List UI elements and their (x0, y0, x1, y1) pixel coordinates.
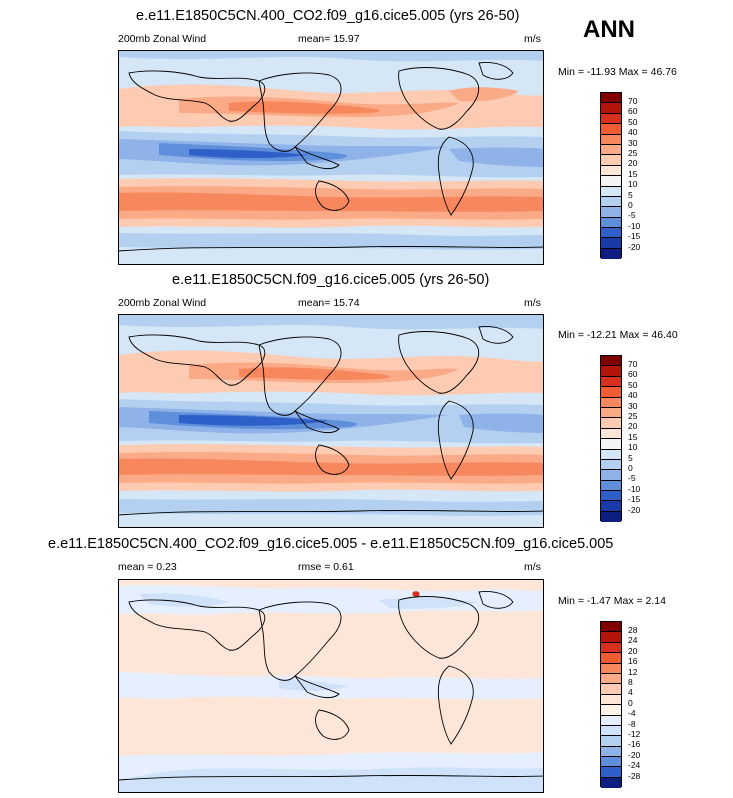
panel3-tick: 8 (628, 677, 633, 687)
panel1-tick: -15 (628, 231, 641, 242)
panel3-tick: 28 (628, 625, 638, 635)
panel1-tick: 60 (628, 106, 638, 117)
panel1-tick: 70 (628, 96, 638, 106)
panel3-tick: -24 (628, 760, 641, 771)
panel1-units-label: m/s (524, 33, 541, 45)
panel3-colorbar (600, 621, 622, 789)
panel3-tick: -8 (628, 718, 636, 729)
panel3-tick: -16 (628, 739, 641, 750)
panel3-title: e.e11.E1850C5CN.400_CO2.f09_g16.cice5.00… (48, 536, 614, 552)
panel1-tick: -5 (628, 210, 636, 221)
panel3-tick: 20 (628, 645, 638, 656)
panel1-tick: 30 (628, 137, 638, 148)
panel2-tick: 60 (628, 369, 638, 380)
panel1-minmax-label: Min = -11.93 Max = 46.76 (558, 66, 677, 78)
panel2-map (118, 314, 544, 528)
panel3-mean-label: mean = 0.23 (118, 561, 177, 573)
panel1-colorbar (600, 92, 622, 260)
season-label: ANN (583, 16, 635, 43)
panel3-tick: 16 (628, 656, 638, 667)
panel2-tick: 5 (628, 452, 633, 463)
panel2-tick: 0 (628, 463, 633, 473)
panel1-map (118, 50, 544, 265)
panel3-tick: 4 (628, 687, 633, 698)
panel1-tick: -10 (628, 220, 641, 231)
panel2-mean-label: mean= 15.74 (298, 297, 360, 309)
panel2-tick: -5 (628, 473, 636, 484)
panel3-minmax-label: Min = -1.47 Max = 2.14 (558, 595, 666, 607)
panel2-tick: 40 (628, 390, 638, 401)
panel3-tick: -12 (628, 729, 641, 739)
panel1-tick: 40 (628, 127, 638, 138)
panel1-tick: 50 (628, 116, 638, 127)
panel1-title: e.e11.E1850C5CN.400_CO2.f09_g16.cice5.00… (136, 8, 520, 24)
panel2-tick: -20 (628, 504, 641, 515)
panel3-tick: 0 (628, 697, 633, 708)
panel2-tick: 15 (628, 431, 638, 442)
panel2-tick: 30 (628, 400, 638, 411)
panel3-tick: -20 (628, 749, 641, 760)
panel2-units-label: m/s (524, 297, 541, 309)
panel1-tick: -20 (628, 241, 641, 252)
panel1-variable-label: 200mb Zonal Wind (118, 33, 207, 45)
panel1-tick: 0 (628, 200, 633, 210)
panel2-colorbar (600, 355, 622, 523)
panel2-title: e.e11.E1850C5CN.f09_g16.cice5.005 (yrs 2… (172, 272, 490, 288)
panel2-tick: 50 (628, 379, 638, 390)
panel3-map (118, 579, 544, 793)
panel3-tick: -4 (628, 708, 636, 719)
panel2-tick: -10 (628, 483, 641, 494)
panel3-tick: 12 (628, 666, 638, 677)
panel2-tick: 20 (628, 421, 638, 432)
panel2-tick: -15 (628, 494, 641, 505)
panel1-tick: 15 (628, 168, 638, 179)
panel1-mean-label: mean= 15.97 (298, 33, 360, 45)
panel1-tick: 5 (628, 189, 633, 200)
panel3-tick: 24 (628, 635, 638, 646)
panel3-tick: -28 (628, 770, 641, 781)
panel2-tick: 10 (628, 442, 638, 453)
panel2-variable-label: 200mb Zonal Wind (118, 297, 207, 309)
panel2-minmax-label: Min = -12.21 Max = 46.40 (558, 329, 678, 341)
panel3-units-label: m/s (524, 561, 541, 573)
panel2-tick: 70 (628, 359, 638, 369)
panel1-tick: 20 (628, 158, 638, 169)
panel1-tick: 10 (628, 179, 638, 190)
panel1-tick: 25 (628, 148, 638, 158)
panel3-rmse-label: rmse = 0.61 (298, 561, 354, 573)
panel2-tick: 25 (628, 411, 638, 421)
